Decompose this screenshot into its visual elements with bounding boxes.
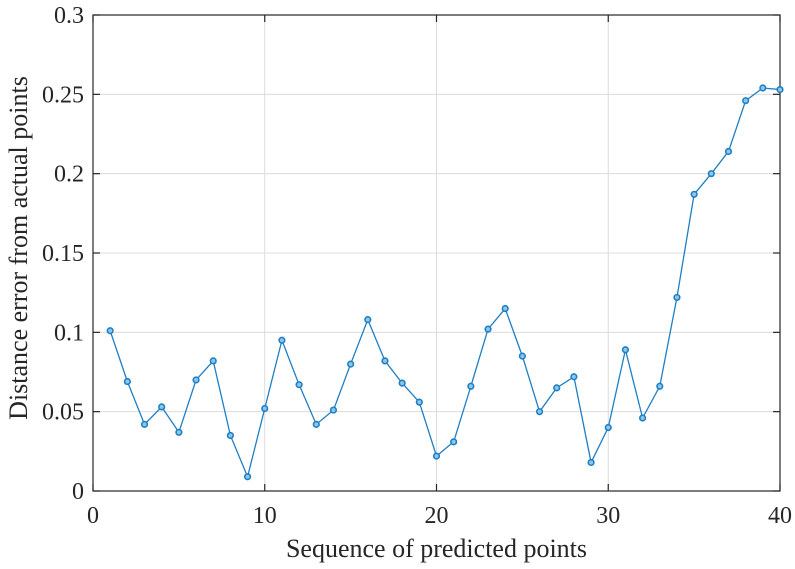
data-point xyxy=(673,293,681,302)
data-point xyxy=(604,423,612,432)
x-axis-title: Sequence of predicted points xyxy=(286,534,587,563)
y-tick-label: 0.3 xyxy=(54,3,84,29)
data-point xyxy=(261,404,269,413)
data-point xyxy=(432,452,441,460)
series-line xyxy=(109,87,781,479)
y-tick-label: 0.2 xyxy=(54,162,84,188)
data-point xyxy=(329,406,338,414)
data-point xyxy=(553,384,561,392)
grid xyxy=(93,15,780,491)
data-point xyxy=(381,357,389,365)
x-tick-label: 10 xyxy=(253,503,277,529)
data-point xyxy=(415,398,423,406)
y-tick-label: 0.15 xyxy=(42,241,84,267)
x-tick-label: 30 xyxy=(596,503,620,529)
data-point xyxy=(501,304,509,313)
data-point xyxy=(364,316,372,324)
data-point xyxy=(707,170,715,178)
data-point xyxy=(140,420,149,428)
tick-labels: 0 10 20 30 40 0 0.05 0.1 0.15 0.2 0.25 0.3 xyxy=(42,3,792,529)
x-tick-label: 20 xyxy=(425,503,449,529)
data-point xyxy=(106,327,114,335)
data-point xyxy=(570,373,578,381)
data-point xyxy=(295,381,303,389)
y-axis-title: Distance error from actual points xyxy=(4,76,33,420)
data-point xyxy=(398,379,406,387)
data-point xyxy=(690,190,698,198)
data-point xyxy=(484,325,492,333)
data-point xyxy=(243,473,252,481)
y-tick-label: 0.05 xyxy=(42,400,84,426)
data-series xyxy=(106,84,784,481)
data-point xyxy=(587,458,595,467)
data-point xyxy=(175,428,183,436)
data-point xyxy=(621,346,630,354)
data-point xyxy=(776,85,784,94)
data-point xyxy=(312,420,320,428)
data-point xyxy=(518,352,526,360)
data-point xyxy=(347,360,355,368)
data-point xyxy=(759,84,767,92)
x-tick-label: 0 xyxy=(87,503,99,529)
data-point xyxy=(158,403,166,411)
data-point xyxy=(123,377,131,386)
data-point xyxy=(467,382,475,390)
y-tick-label: 0.1 xyxy=(54,320,84,346)
data-point xyxy=(742,97,750,105)
data-point xyxy=(209,357,217,365)
x-tick-label: 40 xyxy=(768,503,792,529)
data-point xyxy=(226,431,234,440)
data-point xyxy=(656,382,664,390)
data-point xyxy=(535,408,544,416)
data-point xyxy=(278,336,286,344)
data-point xyxy=(192,376,200,384)
y-tick-label: 0 xyxy=(72,479,84,505)
y-tick-label: 0.25 xyxy=(42,82,84,108)
data-point xyxy=(638,414,647,422)
data-point xyxy=(724,147,733,156)
data-point xyxy=(450,438,458,446)
axes xyxy=(92,14,781,492)
